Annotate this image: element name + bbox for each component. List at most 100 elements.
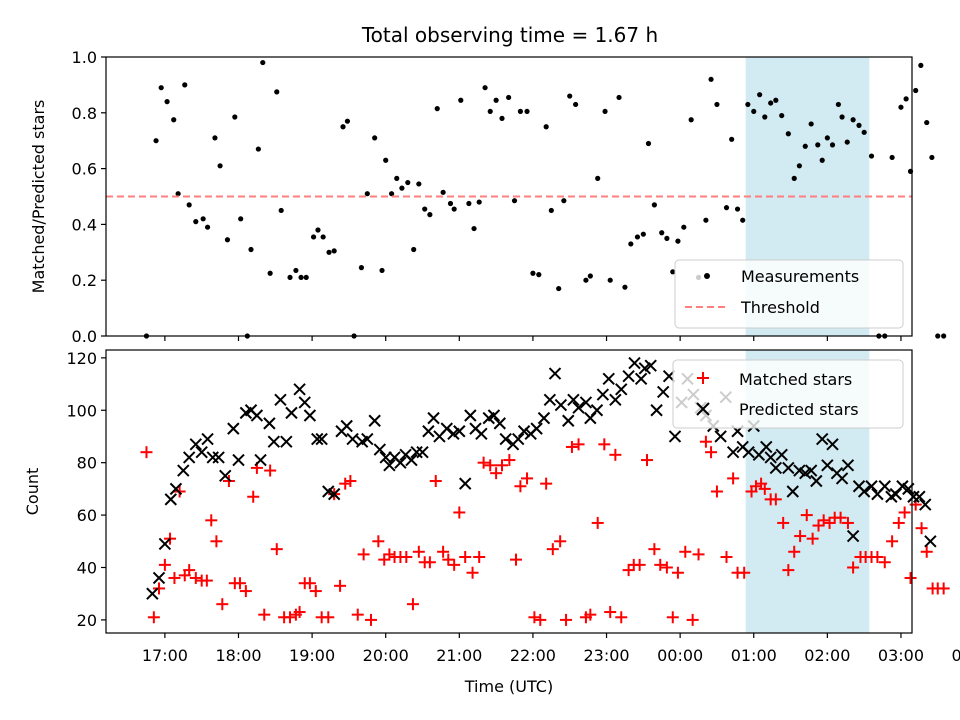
matched-star-point [565, 440, 578, 453]
predicted-star-point [263, 417, 276, 430]
legend-predicted-label: Predicted stars [739, 400, 859, 419]
measurement-point [802, 143, 808, 149]
measurement-point [779, 112, 785, 119]
top-legend-box [674, 259, 904, 329]
matched-star-point [878, 556, 891, 569]
top-y-tick-label: 0.0 [72, 327, 97, 346]
measurement-point [659, 230, 665, 236]
predicted-star-point [201, 432, 214, 446]
matched-star-point [372, 535, 385, 548]
measurement-point [898, 104, 904, 110]
measurement-point [561, 198, 567, 204]
measurement-point [517, 108, 524, 115]
measurement-point [868, 153, 875, 159]
measurement-point [762, 114, 768, 120]
matched-star-point [503, 454, 516, 467]
measurement-point [224, 237, 231, 243]
matched-star-point [247, 490, 260, 503]
predicted-star-point [189, 438, 203, 451]
matched-star-point [699, 435, 712, 448]
matched-star-point [293, 606, 306, 619]
matched-star-point [334, 579, 347, 592]
predicted-star-point [878, 480, 891, 493]
predicted-star-point [810, 474, 823, 488]
measurement-point [303, 274, 309, 281]
measurement-point [670, 269, 676, 275]
predicted-star-point [726, 445, 740, 459]
bottom-x-ticks: 17:00 18:00 19:00 20:00 21:00 22:00 23:00 00:00… [142, 633, 960, 665]
bottom-legend-box [672, 359, 904, 429]
measurement-point [255, 146, 261, 152]
matched-star-point [660, 561, 673, 574]
top-y-axis-label: Matched/Predicted stars [29, 100, 48, 294]
measurement-point [734, 206, 741, 212]
predicted-star-point [146, 587, 159, 600]
matched-star-point [183, 564, 196, 577]
measurement-point [856, 122, 862, 128]
predicted-star-point [311, 432, 324, 446]
measurement-point [616, 94, 622, 101]
top-legend: Measurements Threshold [674, 259, 904, 329]
measurement-point [791, 175, 797, 181]
legend-predicted-marker [696, 402, 710, 416]
top-y-ticks: 0.0 0.2 0.4 0.6 0.8 1.0 [72, 48, 106, 346]
matched-star-point [812, 519, 825, 532]
measurement-point [745, 101, 751, 108]
matched-star-point [528, 611, 541, 624]
matched-star-point [666, 611, 679, 624]
measurement-point [941, 333, 947, 339]
measurement-point [714, 101, 720, 108]
matched-star-point [210, 535, 223, 548]
measurement-point [440, 189, 446, 195]
predicted-star-point [361, 432, 374, 446]
matched-star-point [584, 608, 597, 621]
measurement-point [416, 181, 422, 187]
top-y-tick-label: 1.0 [72, 48, 97, 67]
matched-star-point [400, 551, 413, 564]
predicted-star-point [164, 493, 177, 506]
matched-star-point [534, 613, 547, 626]
measurement-point [298, 274, 304, 281]
predicted-star-point [394, 456, 407, 469]
matched-star-point [727, 472, 740, 485]
matched-star-point [615, 611, 628, 624]
bottom-y-tick-label: 80 [77, 454, 97, 473]
bottom-y-tick-label: 60 [77, 506, 97, 525]
predicted-star-point [644, 359, 657, 372]
measurement-point [399, 185, 405, 191]
predicted-star-point [293, 383, 306, 396]
predicted-star-point [250, 409, 264, 422]
x-tick-label: 01:00 [731, 646, 777, 665]
measurement-point [217, 163, 223, 169]
matched-star-point [847, 561, 860, 574]
predicted-star-point [405, 453, 418, 467]
predicted-star-point [499, 432, 512, 446]
measurement-point [200, 216, 206, 222]
measurement-point [331, 248, 337, 254]
measurement-point [326, 249, 332, 255]
predicted-star-point [285, 406, 298, 420]
matched-star-point [710, 485, 723, 498]
matched-star-point [598, 438, 611, 451]
measurement-point [372, 135, 378, 141]
measurement-point [835, 101, 841, 108]
predicted-star-point [410, 445, 423, 459]
top-panel: 0.0 0.2 0.4 0.6 0.8 1.0 Matched/Predicted sta… [29, 48, 947, 346]
matched-star-point [633, 558, 646, 571]
measurement-point [158, 85, 164, 91]
measurement-point [573, 101, 579, 108]
measurement-point [451, 206, 457, 212]
predicted-star-point [530, 422, 543, 435]
predicted-star-point [657, 385, 670, 399]
predicted-star-point [458, 477, 472, 490]
predicted-star-point [913, 490, 926, 503]
measurement-point [358, 265, 365, 271]
predicted-star-point [346, 432, 359, 446]
measurement-point [757, 92, 763, 98]
predicted-star-point [368, 414, 381, 427]
matched-star-point [679, 545, 692, 558]
predicted-star-point [609, 393, 622, 406]
matched-star-point [738, 566, 751, 579]
predicted-star-point [158, 537, 172, 551]
measurement-point [394, 175, 400, 181]
